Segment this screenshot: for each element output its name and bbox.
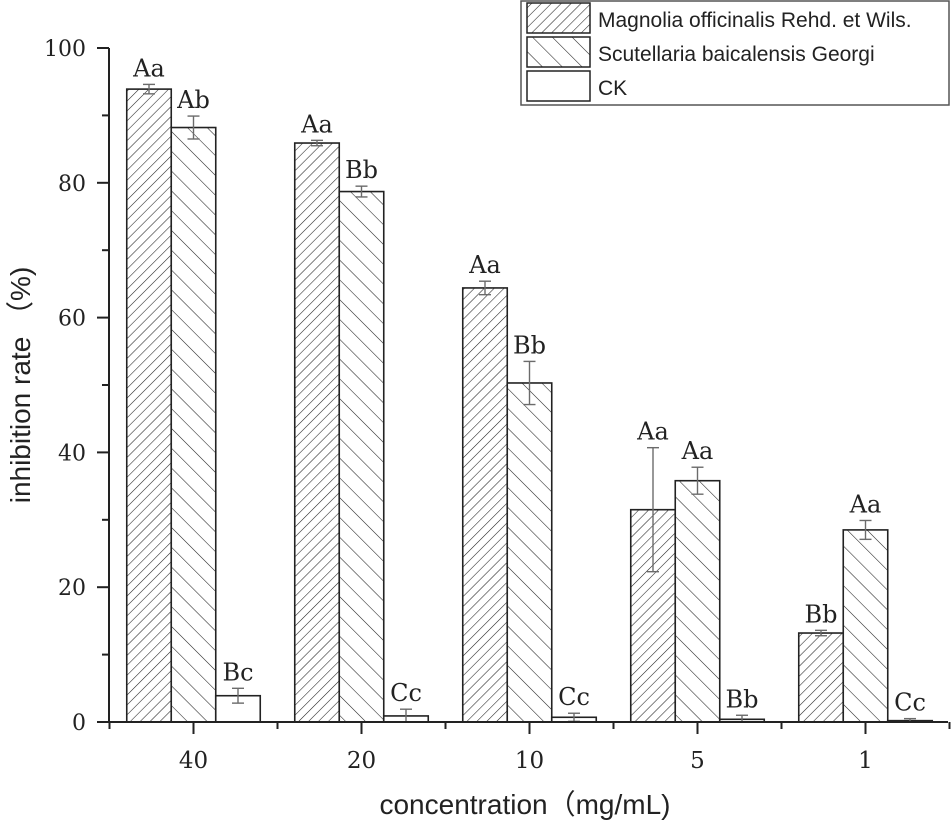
legend-label-scutellaria: Scutellaria baicalensis Georgi — [598, 43, 875, 66]
significance-label: Bb — [805, 600, 838, 628]
error-bar-ck-40 — [232, 687, 244, 704]
x-axis-title: concentration（mg/mL) — [379, 789, 670, 820]
significance-label: Bb — [345, 156, 378, 184]
error-bar-scutellaria-5 — [691, 466, 704, 495]
x-tick-label: 20 — [347, 748, 376, 774]
significance-label: Cc — [390, 679, 422, 707]
legend-swatch-ck — [526, 70, 591, 102]
significance-label: Aa — [681, 437, 714, 465]
bar-scutellaria-5 — [674, 479, 721, 723]
error-bar-scutellaria-10 — [523, 360, 536, 406]
significance-label: Ab — [176, 86, 210, 114]
bar-scutellaria-10 — [506, 382, 553, 723]
y-tick-label: 100 — [44, 37, 86, 62]
significance-label: Aa — [849, 490, 882, 518]
significance-label: Cc — [894, 689, 926, 717]
legend-label-magnolia: Magnolia officinalis Rehd. et Wils. — [598, 9, 912, 32]
error-bar-magnolia-10 — [479, 280, 491, 296]
significance-label: Aa — [468, 251, 501, 279]
error-bar-magnolia-5 — [647, 446, 659, 573]
significance-label: Aa — [636, 418, 669, 446]
significance-label: Bb — [513, 331, 546, 359]
x-tick-label: 40 — [179, 748, 208, 774]
y-tick-label: 40 — [58, 441, 86, 466]
error-bar-scutellaria-40 — [187, 115, 200, 140]
y-tick-label: 60 — [58, 307, 86, 332]
legend-swatch-scutellaria — [526, 36, 591, 68]
y-tick-label: 0 — [72, 711, 86, 736]
y-axis-title: inhibition rate （%) — [5, 267, 36, 504]
bar-scutellaria-20 — [338, 190, 385, 723]
bar-magnolia-10 — [461, 287, 509, 723]
bar-magnolia-20 — [293, 142, 341, 723]
error-bar-magnolia-20 — [311, 139, 323, 147]
legend-box — [520, 0, 950, 106]
legend: Magnolia officinalis Rehd. et Wils. Scut… — [520, 0, 950, 106]
error-bar-magnolia-40 — [143, 83, 155, 95]
significance-label: Cc — [558, 683, 590, 711]
x-tick-label: 10 — [515, 748, 544, 774]
bar-magnolia-40 — [125, 88, 173, 723]
x-tick-label: 1 — [858, 748, 873, 774]
bars-layer: Aa Ab Bc Aa Bb Cc Aa Bb Cc Aa Aa Bb Bb Aa Cc — [125, 54, 934, 723]
significance-label: Bb — [726, 685, 759, 713]
error-bar-magnolia-1 — [815, 629, 827, 637]
x-tick-label: 5 — [690, 748, 705, 774]
y-tick-label: 20 — [58, 576, 86, 601]
significance-label: Aa — [300, 110, 333, 138]
bar-magnolia-1 — [797, 632, 845, 723]
error-bar-scutellaria-1 — [859, 519, 872, 541]
y-ticks: 0 20 40 60 80 100 — [44, 37, 109, 736]
x-ticks: 40 20 10 5 1 — [108, 722, 951, 774]
significance-label: Bc — [222, 658, 253, 686]
error-bar-scutellaria-20 — [355, 185, 368, 198]
legend-swatch-magnolia — [526, 2, 591, 34]
bar-scutellaria-1 — [842, 529, 889, 723]
y-tick-label: 80 — [58, 172, 86, 197]
bar-scutellaria-40 — [170, 126, 217, 723]
legend-label-ck: CK — [598, 77, 627, 100]
significance-label: Aa — [132, 54, 165, 82]
